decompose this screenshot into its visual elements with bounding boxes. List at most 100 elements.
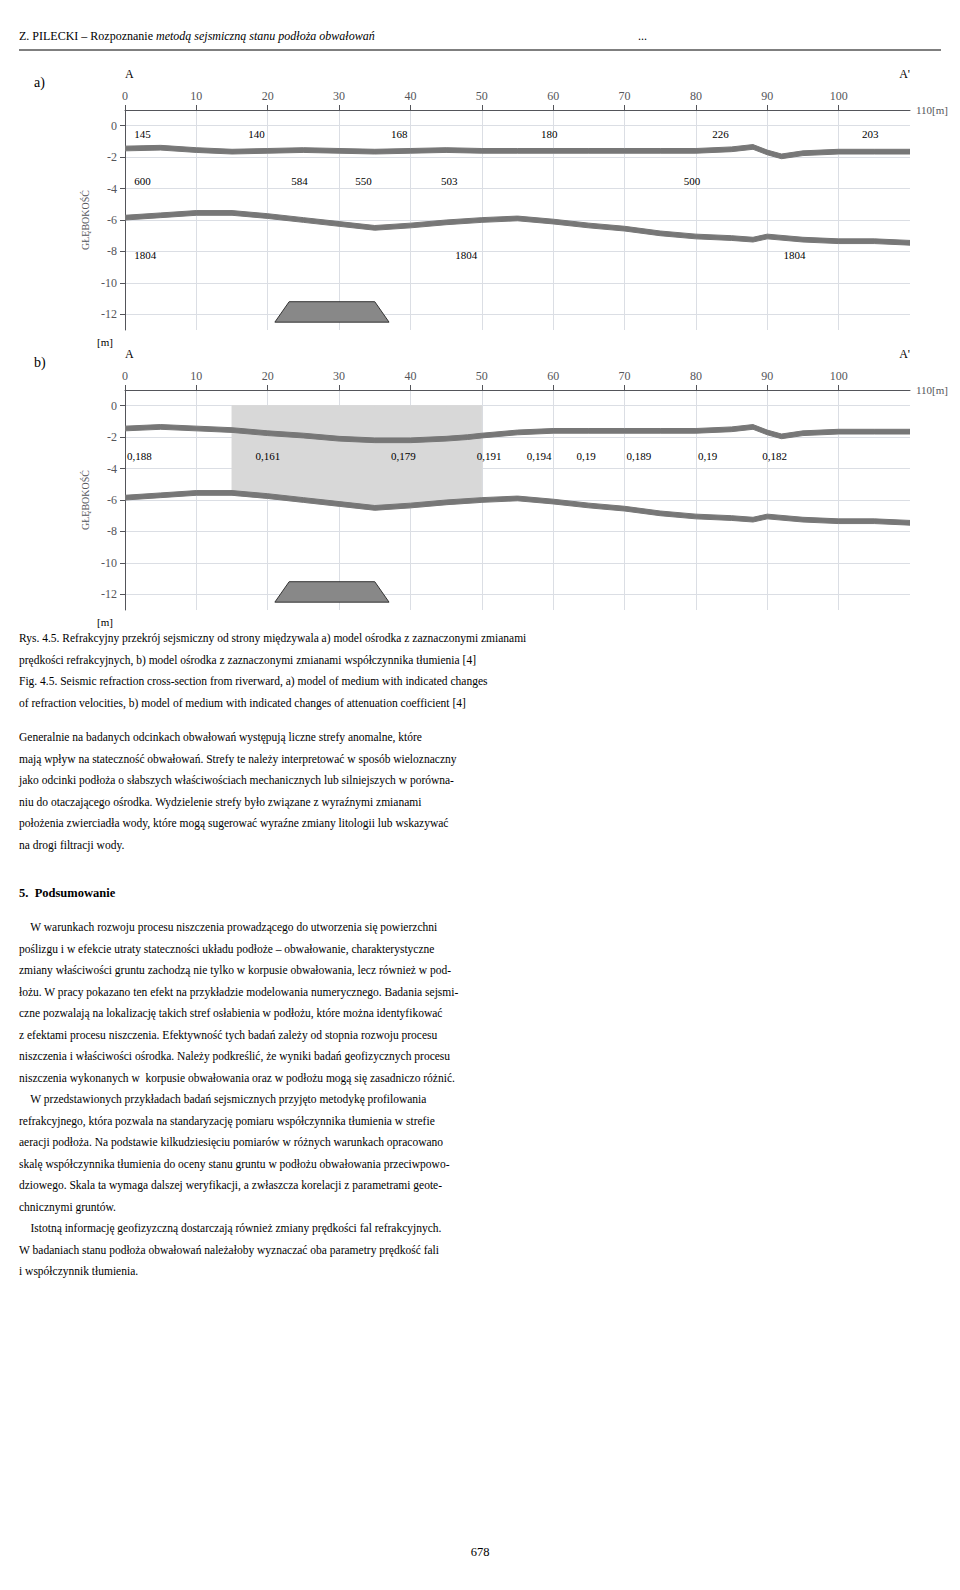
svg-text:678: 678: [471, 1545, 490, 1559]
svg-text:145: 145: [134, 128, 151, 140]
svg-text:-10: -10: [101, 276, 117, 290]
svg-text:położenia zwierciadła wody, kt: położenia zwierciadła wody, które mogą s…: [19, 817, 448, 830]
svg-text:-2: -2: [107, 430, 117, 444]
svg-text:60: 60: [547, 369, 559, 383]
svg-text:0,179: 0,179: [391, 450, 416, 462]
svg-text:łożu. W pracy pokazano ten efe: łożu. W pracy pokazano ten efekt na przy…: [19, 986, 458, 999]
svg-text:na drogi filtracji wody.: na drogi filtracji wody.: [19, 839, 124, 852]
svg-text:70: 70: [619, 369, 631, 383]
svg-text:80: 80: [690, 369, 702, 383]
svg-text:Generalnie na badanych odcinka: Generalnie na badanych odcinkach obwałow…: [19, 731, 422, 744]
svg-text:prędkości refrakcyjnych, b) mo: prędkości refrakcyjnych, b) model ośrodk…: [19, 654, 476, 667]
svg-text:0: 0: [111, 119, 117, 133]
svg-text:0: 0: [111, 399, 117, 413]
svg-text:aeracji podłoża. Na podstawie: aeracji podłoża. Na podstawie kilkudzies…: [19, 1136, 443, 1149]
svg-text:110[m]: 110[m]: [916, 384, 948, 396]
svg-text:skalę współczynnika tłumienia: skalę współczynnika tłumienia do oceny s…: [19, 1158, 450, 1171]
svg-text:...: ...: [638, 29, 647, 43]
svg-text:500: 500: [684, 175, 701, 187]
svg-text:30: 30: [333, 369, 345, 383]
svg-text:5. Podsumowanie: 5. Podsumowanie: [19, 886, 116, 900]
svg-text:mają wpływ na stateczność obwa: mają wpływ na stateczność obwałowań. Str…: [19, 753, 457, 766]
svg-text:-2: -2: [107, 150, 117, 164]
svg-text:1804: 1804: [784, 249, 807, 261]
svg-text:[m]: [m]: [97, 336, 113, 348]
svg-text:20: 20: [262, 89, 274, 103]
svg-text:80: 80: [690, 89, 702, 103]
svg-text:10: 10: [190, 369, 202, 383]
svg-text:60: 60: [547, 89, 559, 103]
svg-text:1804: 1804: [134, 249, 157, 261]
svg-text:90: 90: [761, 89, 773, 103]
svg-text:70: 70: [619, 89, 631, 103]
svg-text:0: 0: [122, 369, 128, 383]
svg-text:0,194: 0,194: [527, 450, 552, 462]
svg-text:W warunkach rozwoju procesu ni: W warunkach rozwoju procesu niszczenia p…: [19, 921, 437, 934]
svg-text:a): a): [34, 75, 45, 91]
svg-text:40: 40: [404, 89, 416, 103]
svg-text:1804: 1804: [455, 249, 478, 261]
svg-text:b): b): [34, 355, 46, 371]
svg-text:jako odcinki podłoża o słabszy: jako odcinki podłoża o słabszych właściw…: [18, 774, 454, 787]
svg-text:czne pozwalają na lokalizację: czne pozwalają na lokalizację takich str…: [19, 1007, 442, 1020]
svg-text:i współczynnik tłumienia.: i współczynnik tłumienia.: [19, 1265, 138, 1278]
svg-text:A': A': [899, 67, 910, 81]
svg-text:Z. PILECKI – Rozpoznanie: Z. PILECKI – Rozpoznanie: [19, 29, 156, 43]
svg-text:50: 50: [476, 369, 488, 383]
svg-text:110[m]: 110[m]: [916, 104, 948, 116]
svg-text:30: 30: [333, 89, 345, 103]
svg-text:203: 203: [862, 128, 879, 140]
svg-text:90: 90: [761, 369, 773, 383]
svg-text:A: A: [125, 347, 134, 361]
svg-text:W badaniach stanu podłoża obwa: W badaniach stanu podłoża obwałowań nale…: [19, 1244, 439, 1257]
svg-text:z efektami procesu niszczenia.: z efektami procesu niszczenia. Efektywno…: [19, 1029, 438, 1042]
svg-text:niu do otaczającego ośrodka. W: niu do otaczającego ośrodka. Wydzielenie…: [19, 796, 421, 809]
svg-text:0,191: 0,191: [477, 450, 502, 462]
svg-text:100: 100: [830, 369, 848, 383]
svg-text:-8: -8: [107, 244, 117, 258]
svg-text:refrakcyjnego, która pozwala n: refrakcyjnego, która pozwala na standary…: [19, 1115, 435, 1128]
svg-text:20: 20: [262, 369, 274, 383]
svg-text:GŁĘBOKOŚĆ: GŁĘBOKOŚĆ: [80, 470, 91, 530]
svg-text:[m]: [m]: [97, 616, 113, 628]
svg-text:W przedstawionych przykładach: W przedstawionych przykładach badań sejs…: [19, 1093, 426, 1106]
svg-text:zmiany właściwości gruntu zach: zmiany właściwości gruntu zachodzą nie t…: [19, 964, 451, 977]
svg-text:0,189: 0,189: [627, 450, 652, 462]
svg-text:A': A': [899, 347, 910, 361]
svg-text:0,182: 0,182: [762, 450, 787, 462]
svg-text:550: 550: [355, 175, 372, 187]
svg-text:-6: -6: [107, 493, 117, 507]
svg-text:10: 10: [190, 89, 202, 103]
svg-text:niszczenia i właściwości ośrod: niszczenia i właściwości ośrodka. Należy…: [19, 1050, 450, 1063]
svg-text:0,19: 0,19: [577, 450, 597, 462]
svg-text:600: 600: [134, 175, 151, 187]
svg-text:metodą sejsmiczną stanu podłoż: metodą sejsmiczną stanu podłoża obwałowa…: [156, 29, 375, 43]
svg-text:-12: -12: [101, 587, 117, 601]
svg-text:-6: -6: [107, 213, 117, 227]
svg-text:GŁĘBOKOŚĆ: GŁĘBOKOŚĆ: [80, 190, 91, 250]
svg-text:Istotną informację geofizyzczn: Istotną informację geofizyzczną dostarcz…: [19, 1222, 442, 1235]
svg-text:A: A: [125, 67, 134, 81]
svg-text:-10: -10: [101, 556, 117, 570]
svg-text:chnicznymi gruntów.: chnicznymi gruntów.: [19, 1201, 116, 1214]
svg-text:-4: -4: [107, 462, 117, 476]
svg-text:-4: -4: [107, 182, 117, 196]
svg-text:Rys. 4.5. Refrakcyjny przekrój: Rys. 4.5. Refrakcyjny przekrój sejsmiczn…: [19, 632, 526, 645]
svg-text:503: 503: [441, 175, 458, 187]
svg-text:0: 0: [122, 89, 128, 103]
svg-text:-12: -12: [101, 307, 117, 321]
svg-text:-8: -8: [107, 524, 117, 538]
svg-text:of refraction velocities, b) m: of refraction velocities, b) model of me…: [19, 697, 466, 710]
svg-text:0,19: 0,19: [698, 450, 718, 462]
svg-text:poślizgu i w efekcie utraty st: poślizgu i w efekcie utraty stateczności…: [19, 943, 434, 956]
svg-text:dziowego. Skala ta wymaga dals: dziowego. Skala ta wymaga dalszej weryfi…: [19, 1179, 442, 1192]
svg-text:226: 226: [712, 128, 729, 140]
svg-text:niszczenia wykonanych w korpu: niszczenia wykonanych w korpusie obwałow…: [19, 1072, 455, 1085]
svg-text:0,161: 0,161: [255, 450, 280, 462]
svg-text:584: 584: [291, 175, 308, 187]
svg-text:Fig. 4.5. Seismic refraction c: Fig. 4.5. Seismic refraction cross-secti…: [19, 675, 488, 688]
svg-text:100: 100: [830, 89, 848, 103]
svg-text:40: 40: [404, 369, 416, 383]
svg-text:50: 50: [476, 89, 488, 103]
svg-text:140: 140: [248, 128, 265, 140]
